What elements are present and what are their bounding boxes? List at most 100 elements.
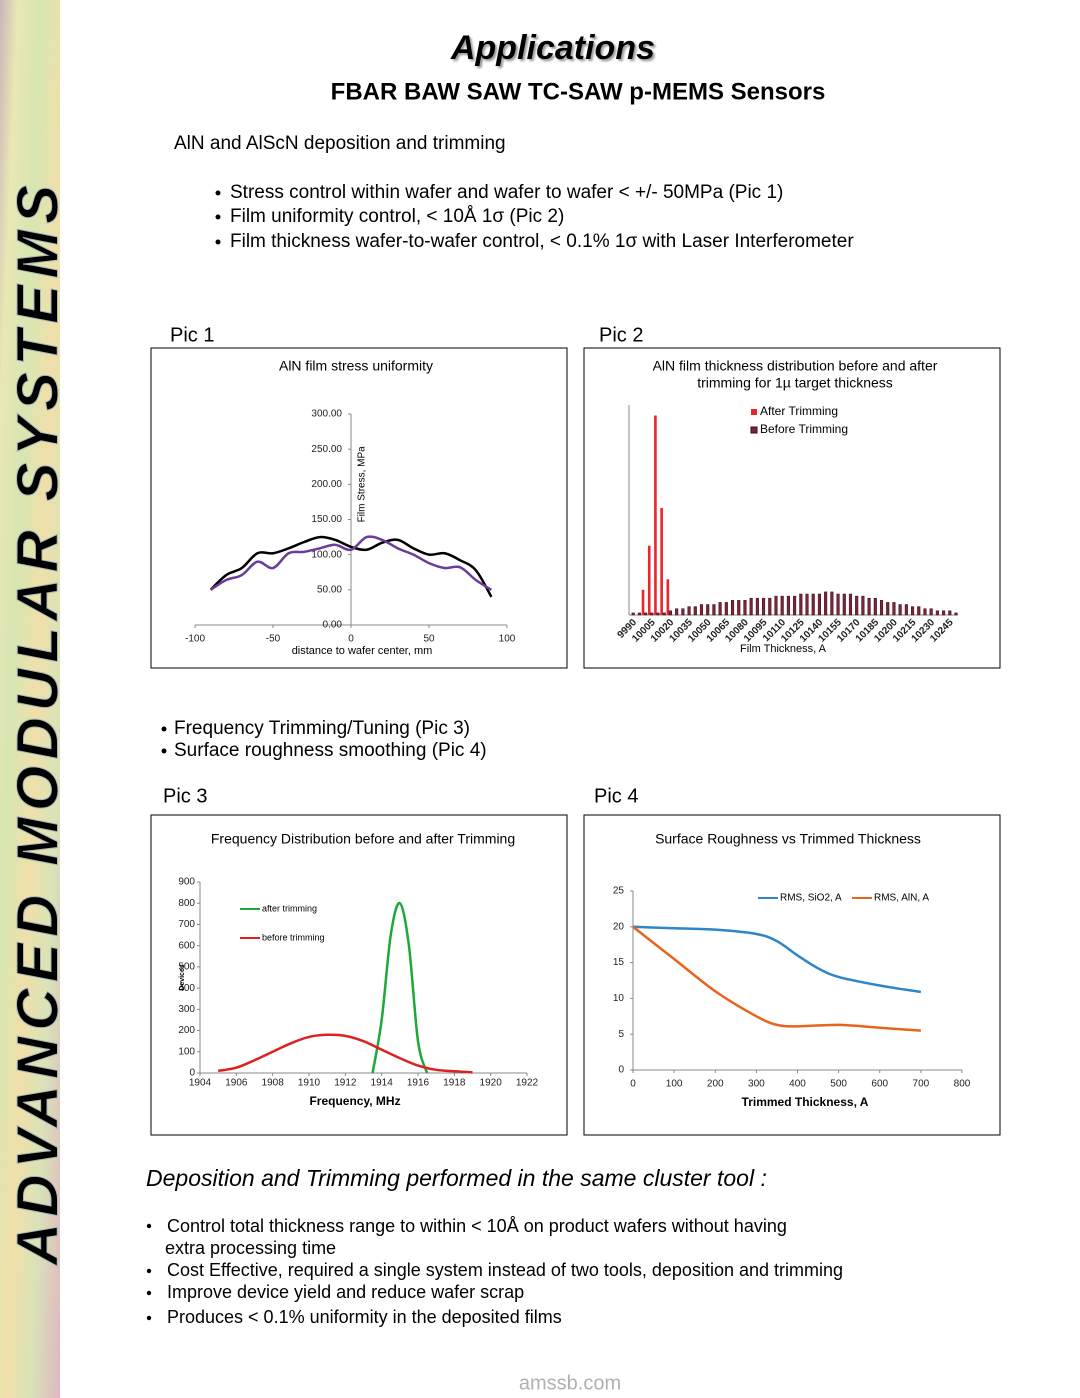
bar [675, 608, 679, 616]
bar [929, 608, 933, 616]
x-tick-label: -100 [185, 634, 205, 645]
chart-frame [150, 814, 568, 1136]
bar [743, 600, 747, 616]
legend-label: before trimming [262, 932, 325, 942]
y-axis-label: Devices [179, 964, 186, 991]
bullet: Improve device yield and reduce wafer sc… [167, 1282, 524, 1302]
bar [793, 595, 797, 616]
bar [712, 604, 716, 616]
bar [892, 602, 896, 616]
bullet-dot [215, 214, 221, 220]
x-tick-label: 600 [871, 1079, 888, 1090]
x-tick-label: 700 [913, 1079, 930, 1090]
bar [631, 612, 635, 616]
y-tick-label: 20 [613, 921, 625, 932]
bullet: Film uniformity control, < 10Å 1σ (Pic 2… [230, 206, 564, 227]
bar [730, 600, 735, 616]
x-tick-label: 300 [748, 1079, 765, 1090]
x-tick-label: 1908 [262, 1078, 285, 1089]
x-tick-label: 200 [707, 1079, 724, 1090]
y-tick-label: 100 [178, 1046, 195, 1057]
y-tick-label: 300 [178, 1004, 195, 1015]
y-tick-label: 400 [178, 983, 195, 994]
bar [954, 612, 958, 616]
chart-frame [583, 347, 1001, 669]
bullet: Surface roughness smoothing (Pic 4) [174, 740, 487, 761]
sidebar-strip [0, 0, 60, 1398]
x-tick-label: 1922 [516, 1078, 539, 1089]
bar [637, 612, 641, 616]
bullet: Produces < 0.1% uniformity in the deposi… [167, 1307, 562, 1327]
bullet: Cost Effective, required a single system… [167, 1260, 843, 1280]
bullet: Stress control within wafer and wafer to… [230, 182, 783, 203]
chart: AlN film thickness distribution before a… [616, 358, 958, 655]
bar [737, 600, 741, 616]
y-tick-label: 0.00 [323, 620, 343, 631]
x-tick-label: 0 [630, 1079, 636, 1090]
chart: AlN film stress uniformity distance to wa… [185, 358, 516, 657]
chart: Frequency Distribution before and after … [178, 831, 538, 1108]
bullet-dot [161, 748, 167, 754]
y-tick-label: 600 [178, 940, 195, 951]
y-tick-label: 900 [178, 877, 195, 888]
bar [749, 597, 753, 616]
bar [867, 597, 871, 616]
bar [861, 595, 865, 616]
x-tick-label: 100 [499, 634, 516, 645]
y-tick-label: 300.00 [311, 409, 342, 420]
x-tick-label: 400 [789, 1079, 806, 1090]
subtitle: FBAR BAW SAW TC-SAW p-MEMS Sensors [331, 78, 826, 105]
intro: AlN and AlScN deposition and trimming [174, 133, 506, 154]
bar [755, 597, 759, 616]
legend-label: RMS, AlN, A [874, 893, 929, 904]
bar [879, 600, 884, 616]
bar [886, 602, 890, 616]
legend-label: after trimming [262, 903, 317, 913]
bar [842, 593, 846, 616]
bar [718, 602, 722, 616]
bullet-list: Frequency Trimming/Tuning (Pic 3) Surfac… [161, 718, 487, 761]
x-axis-label: Film Thickness, A [740, 643, 827, 655]
chart-frame [583, 814, 1001, 1136]
bullet-dot [146, 1223, 152, 1229]
x-tick-label: -50 [266, 634, 281, 645]
pic-label: Pic 1 [170, 324, 214, 346]
series-line [209, 535, 493, 598]
bar [836, 593, 840, 616]
x-tick-label: 1910 [298, 1078, 321, 1089]
bar [935, 610, 939, 616]
y-tick-label: 5 [618, 1029, 624, 1040]
legend-label: After Trimming [760, 404, 838, 418]
x-axis-label: Trimmed Thickness, A [742, 1095, 869, 1109]
footer: amssb.com [519, 1372, 621, 1394]
chart-title: AlN film thickness distribution before a… [653, 358, 938, 374]
bullet-dot [215, 239, 221, 245]
bar [786, 595, 790, 616]
bar [693, 606, 697, 616]
chart-title: AlN film stress uniformity [279, 358, 433, 374]
bar [942, 610, 946, 616]
bar [654, 415, 657, 615]
y-tick-label: 10 [613, 993, 625, 1004]
legend-swatch [750, 426, 758, 434]
bar [811, 593, 815, 616]
bar [923, 608, 927, 616]
x-tick-label: 1914 [371, 1078, 394, 1089]
x-tick-label: 500 [830, 1079, 847, 1090]
bar [799, 593, 803, 616]
bullet-dot [146, 1290, 152, 1296]
bar [780, 595, 784, 616]
bar [824, 591, 828, 616]
bar [830, 591, 834, 616]
chart-title: Surface Roughness vs Trimmed Thickness [655, 831, 921, 847]
bar [650, 612, 654, 616]
chart-frame [150, 347, 568, 669]
bar [805, 593, 809, 616]
bar [660, 507, 663, 615]
bar [662, 612, 666, 616]
x-tick-label: 50 [423, 634, 435, 645]
bar [848, 593, 853, 616]
bullet-dot [146, 1268, 152, 1274]
chart-title: Frequency Distribution before and after … [211, 831, 515, 847]
bar [774, 595, 778, 616]
